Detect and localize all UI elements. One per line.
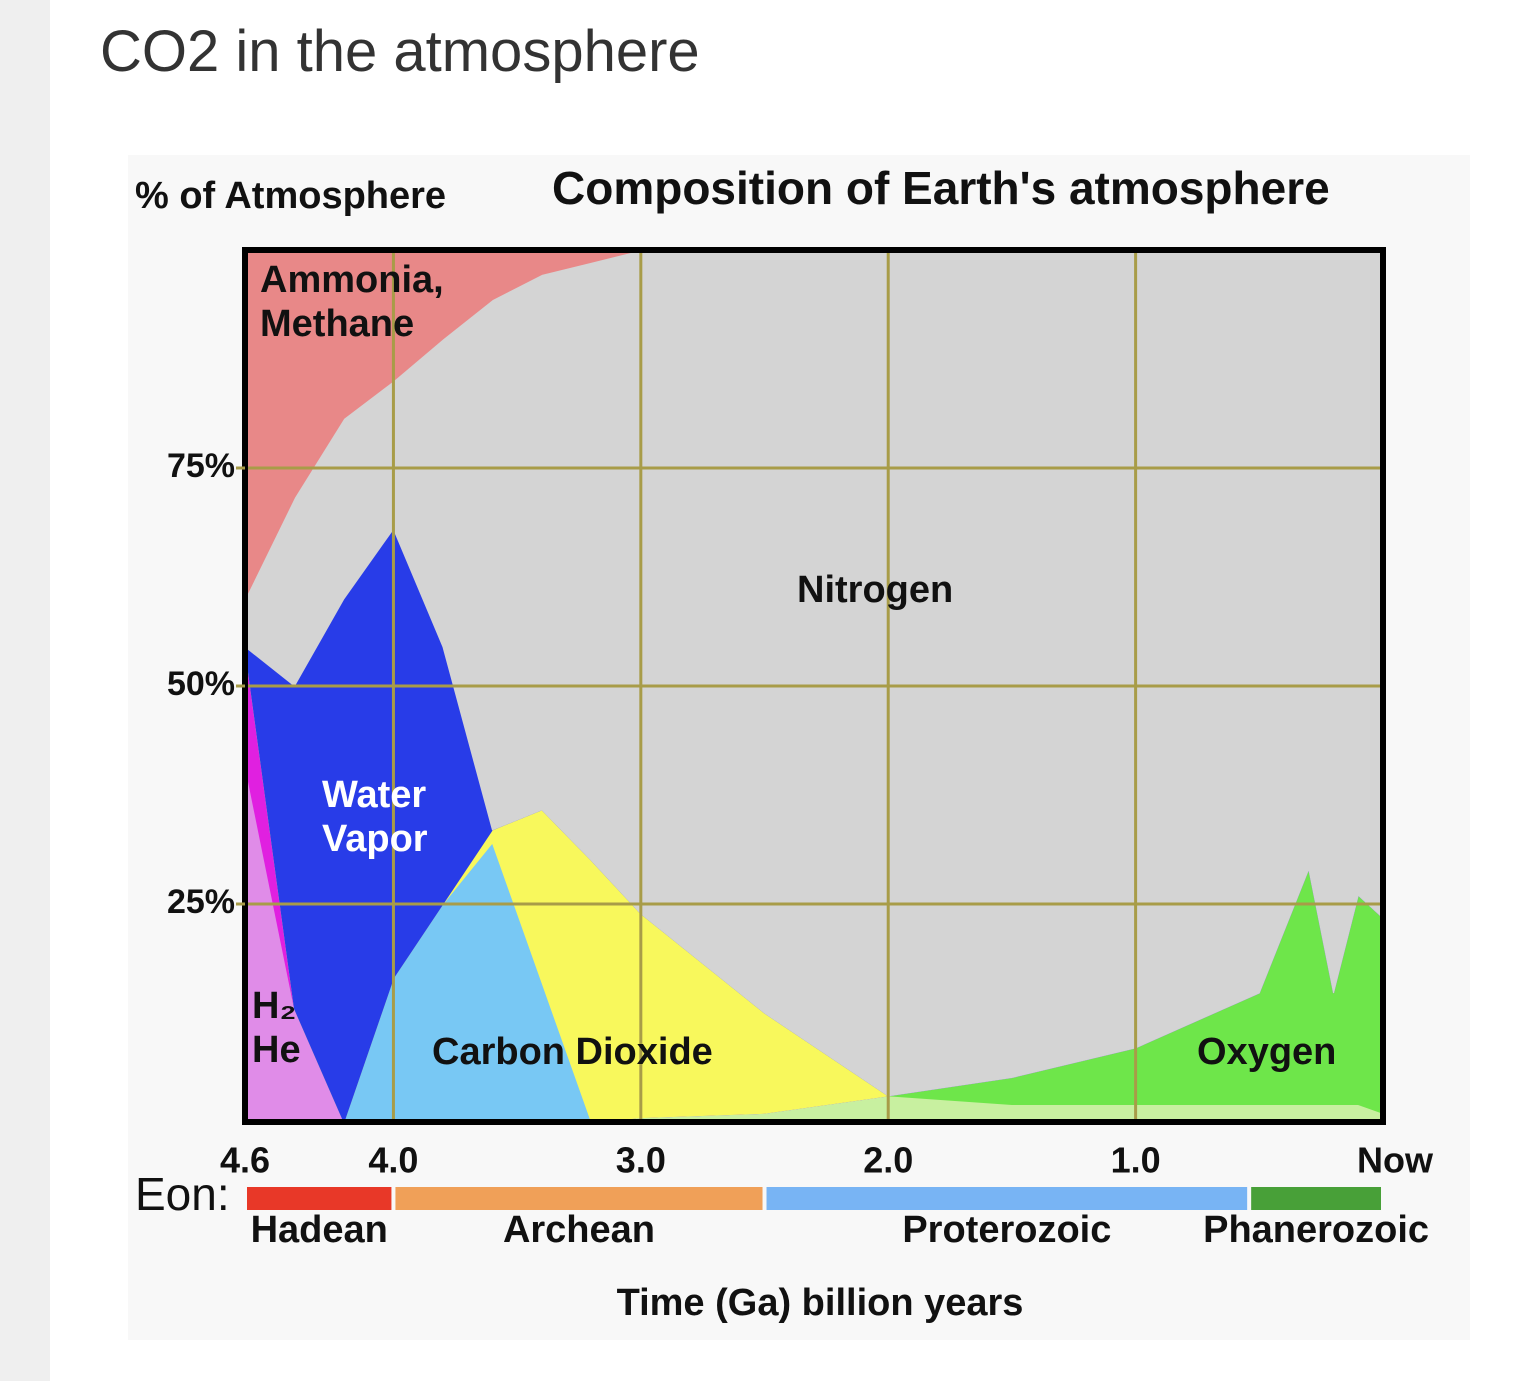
x-tick-label: 4.6 [220,1140,270,1181]
y-tick-label: 75% [167,447,235,485]
x-axis-label: Time (Ga) billion years [617,1282,1024,1324]
sidebar [0,0,50,1381]
eon-bar [1251,1187,1381,1210]
y-tick-label: 50% [167,665,235,703]
series-label: Nitrogen [797,569,954,611]
eon-name: Hadean [251,1209,388,1251]
series-label: H₂ He [252,985,301,1071]
chart-title: Composition of Earth's atmosphere [552,162,1330,214]
x-tick-label: 3.0 [616,1140,666,1181]
series-label: Oxygen [1197,1031,1337,1073]
y-axis-label: % of Atmosphere [135,175,446,217]
eon-bar [766,1187,1248,1210]
x-tick-label: Now [1357,1140,1434,1181]
eon-name: Proterozoic [902,1209,1111,1251]
eon-label: Eon: [135,1168,230,1220]
eon-bar [247,1187,392,1210]
series-label: Ammonia, Methane [260,259,444,345]
x-tick-label: 1.0 [1111,1140,1161,1181]
y-tick-label: 25% [167,883,235,921]
x-tick-label: 4.0 [368,1140,418,1181]
series-label: Water Vapor [322,774,428,860]
heading: CO2 in the atmosphere [100,19,700,84]
eon-bar [395,1187,763,1210]
eon-name: Phanerozoic [1203,1209,1429,1251]
eon-name: Archean [503,1209,655,1251]
series-label: Carbon Dioxide [432,1031,713,1073]
x-tick-label: 2.0 [863,1140,913,1181]
